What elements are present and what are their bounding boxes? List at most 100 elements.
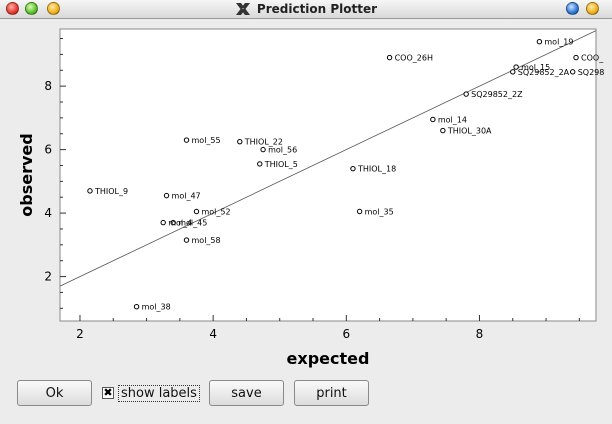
point-label: mol_55 xyxy=(192,136,221,145)
data-point[interactable]: mol_35 xyxy=(356,208,394,217)
data-point[interactable]: THIOL_9 xyxy=(87,187,128,196)
data-point[interactable]: mol_47 xyxy=(163,192,201,201)
data-point[interactable]: mol_58 xyxy=(183,236,221,245)
x-tick-label: 8 xyxy=(476,327,484,341)
point-label: mol_45 xyxy=(178,219,207,228)
x-axis-label: expected xyxy=(287,349,370,368)
fit-line xyxy=(59,30,597,287)
point-label: COO_ xyxy=(581,54,604,63)
data-point[interactable]: mol_56 xyxy=(260,146,297,155)
point-marker xyxy=(430,116,436,123)
maximize-window-button[interactable] xyxy=(47,2,60,15)
point-marker xyxy=(87,188,93,194)
point-marker xyxy=(237,138,243,145)
point-label: mol_38 xyxy=(142,303,171,312)
point-label: THIOL_18 xyxy=(357,165,396,174)
data-point[interactable]: mol_55 xyxy=(183,136,221,145)
y-tick-label: 8 xyxy=(44,79,52,93)
y-axis-label: observed xyxy=(17,133,36,216)
window-menu-button[interactable] xyxy=(566,2,579,15)
data-point[interactable]: COO_26H xyxy=(386,54,433,63)
plot-panel: mol_19 COO_ COO_26H mol_15 SQ29852_2A SQ298 SQ… xyxy=(8,23,604,368)
point-label: THIOL_9 xyxy=(94,187,128,196)
data-point[interactable]: THIOL_22 xyxy=(237,138,283,147)
point-marker xyxy=(386,54,393,61)
y-tick-label: 6 xyxy=(44,143,52,157)
point-label: mol_14 xyxy=(438,115,467,124)
data-point[interactable]: mol_4 xyxy=(160,219,192,228)
minimize-window-button[interactable] xyxy=(25,2,38,15)
checkbox-checked-icon: ✖ xyxy=(103,386,113,399)
point-label: mol_56 xyxy=(268,146,297,155)
x11-logo-icon xyxy=(235,3,250,15)
point-label: THIOL_5 xyxy=(264,160,298,169)
point-label: mol_47 xyxy=(172,192,201,201)
x-tick-label: 2 xyxy=(76,327,84,341)
point-marker xyxy=(163,192,170,199)
point-marker xyxy=(440,127,446,134)
data-point[interactable]: mol_15 xyxy=(513,63,550,72)
point-marker xyxy=(160,219,166,226)
point-marker xyxy=(536,38,543,45)
point-label: SQ298 xyxy=(578,68,604,77)
data-point[interactable]: mol_52 xyxy=(193,208,231,217)
data-point[interactable]: THIOL_30A xyxy=(440,127,492,136)
point-marker xyxy=(356,208,363,215)
point-marker xyxy=(260,146,266,153)
point-marker xyxy=(257,161,263,167)
show-labels-checkbox[interactable]: ✖ xyxy=(102,387,114,399)
point-label: mol_15 xyxy=(521,63,550,72)
window-shade-button[interactable] xyxy=(586,2,599,15)
point-label: SQ29852_2Z xyxy=(471,90,523,99)
ok-button[interactable]: Ok xyxy=(17,380,92,406)
point-label: THIOL_22 xyxy=(244,138,283,147)
title-bar: Prediction Plotter xyxy=(0,0,612,19)
data-point[interactable]: mol_45 xyxy=(170,219,207,228)
point-label: mol_35 xyxy=(365,208,394,217)
point-marker xyxy=(510,69,516,75)
data-point[interactable]: COO_ xyxy=(573,54,604,63)
point-label: SQ29852_2A xyxy=(518,68,570,77)
save-button[interactable]: save xyxy=(209,380,284,406)
point-marker xyxy=(193,208,200,215)
y-tick-label: 4 xyxy=(44,206,52,220)
point-marker xyxy=(513,64,519,70)
point-label: COO_26H xyxy=(395,54,433,63)
data-point[interactable]: mol_19 xyxy=(536,38,573,47)
data-point[interactable]: SQ298 xyxy=(569,68,604,77)
data-point[interactable]: mol_14 xyxy=(430,115,467,124)
window-title: Prediction Plotter xyxy=(256,2,378,16)
point-marker xyxy=(133,304,140,310)
data-point[interactable]: THIOL_5 xyxy=(257,160,298,169)
point-marker xyxy=(183,237,190,243)
point-label: mol_58 xyxy=(192,236,221,245)
point-marker xyxy=(573,54,579,61)
save-button-label: save xyxy=(231,385,262,401)
point-marker xyxy=(350,165,356,172)
title-area: Prediction Plotter xyxy=(0,0,612,18)
point-label: THIOL_30A xyxy=(447,127,492,136)
point-label: mol_4 xyxy=(168,219,192,228)
point-marker xyxy=(569,69,576,75)
plot-area xyxy=(59,28,597,322)
print-button[interactable]: print xyxy=(294,380,369,406)
point-marker xyxy=(183,137,190,143)
x-tick-label: 4 xyxy=(209,327,217,341)
data-point[interactable]: mol_38 xyxy=(133,303,171,312)
point-marker xyxy=(463,91,469,97)
data-point[interactable]: THIOL_18 xyxy=(350,165,396,174)
show-labels-toggle[interactable]: ✖ show labels xyxy=(102,380,200,406)
data-point[interactable]: SQ29852_2A xyxy=(510,68,570,77)
point-label: mol_52 xyxy=(201,208,230,217)
point-label: mol_19 xyxy=(544,38,573,47)
close-window-button[interactable] xyxy=(6,2,19,15)
y-tick-label: 2 xyxy=(44,270,52,284)
x-tick-label: 6 xyxy=(342,327,350,341)
show-labels-label: show labels xyxy=(118,384,200,402)
point-marker xyxy=(170,219,176,226)
print-button-label: print xyxy=(316,385,347,401)
ok-button-label: Ok xyxy=(45,385,64,401)
data-point[interactable]: SQ29852_2Z xyxy=(463,90,523,99)
